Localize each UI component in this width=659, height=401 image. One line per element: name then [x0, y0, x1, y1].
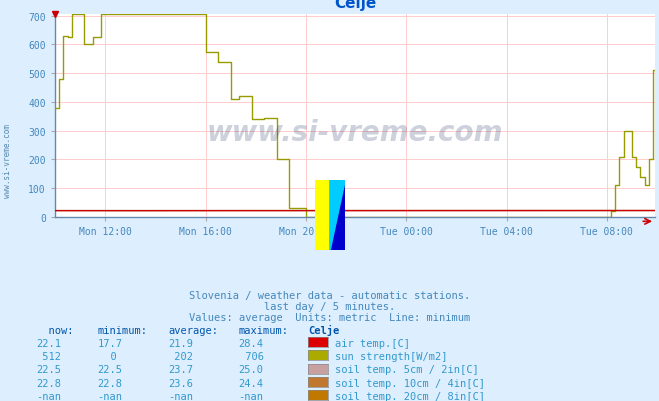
Text: 24.4: 24.4 [239, 378, 264, 388]
Text: maximum:: maximum: [239, 325, 289, 335]
Text: 0: 0 [98, 351, 116, 361]
Text: 22.8: 22.8 [36, 378, 61, 388]
Bar [315, 180, 330, 251]
Text: 22.5: 22.5 [98, 365, 123, 375]
Polygon shape [330, 180, 345, 251]
Text: Celje: Celje [308, 324, 339, 335]
Text: soil temp. 5cm / 2in[C]: soil temp. 5cm / 2in[C] [335, 365, 478, 375]
Text: 25.0: 25.0 [239, 365, 264, 375]
Text: 23.6: 23.6 [168, 378, 193, 388]
Text: Slovenia / weather data - automatic stations.: Slovenia / weather data - automatic stat… [189, 291, 470, 301]
Text: now:: now: [36, 325, 74, 335]
Text: minimum:: minimum: [98, 325, 148, 335]
Polygon shape [330, 180, 345, 251]
Text: www.si-vreme.com: www.si-vreme.com [3, 124, 13, 197]
Text: 512: 512 [36, 351, 61, 361]
Text: 23.7: 23.7 [168, 365, 193, 375]
Text: -nan: -nan [239, 391, 264, 401]
Text: soil temp. 20cm / 8in[C]: soil temp. 20cm / 8in[C] [335, 391, 485, 401]
Text: soil temp. 10cm / 4in[C]: soil temp. 10cm / 4in[C] [335, 378, 485, 388]
Text: Values: average  Units: metric  Line: minimum: Values: average Units: metric Line: mini… [189, 312, 470, 322]
Text: air temp.[C]: air temp.[C] [335, 338, 410, 348]
Text: -nan: -nan [36, 391, 61, 401]
Text: 17.7: 17.7 [98, 338, 123, 348]
Text: 22.1: 22.1 [36, 338, 61, 348]
Polygon shape [330, 180, 345, 251]
Text: 22.8: 22.8 [98, 378, 123, 388]
Text: 28.4: 28.4 [239, 338, 264, 348]
Text: 202: 202 [168, 351, 193, 361]
Text: average:: average: [168, 325, 218, 335]
Text: www.si-vreme.com: www.si-vreme.com [207, 118, 503, 146]
Text: sun strength[W/m2]: sun strength[W/m2] [335, 351, 447, 361]
Title: Celje: Celje [334, 0, 376, 11]
Polygon shape [330, 180, 345, 251]
Text: -nan: -nan [98, 391, 123, 401]
Text: last day / 5 minutes.: last day / 5 minutes. [264, 302, 395, 312]
Text: 21.9: 21.9 [168, 338, 193, 348]
Text: -nan: -nan [168, 391, 193, 401]
Text: 22.5: 22.5 [36, 365, 61, 375]
Text: 706: 706 [239, 351, 264, 361]
